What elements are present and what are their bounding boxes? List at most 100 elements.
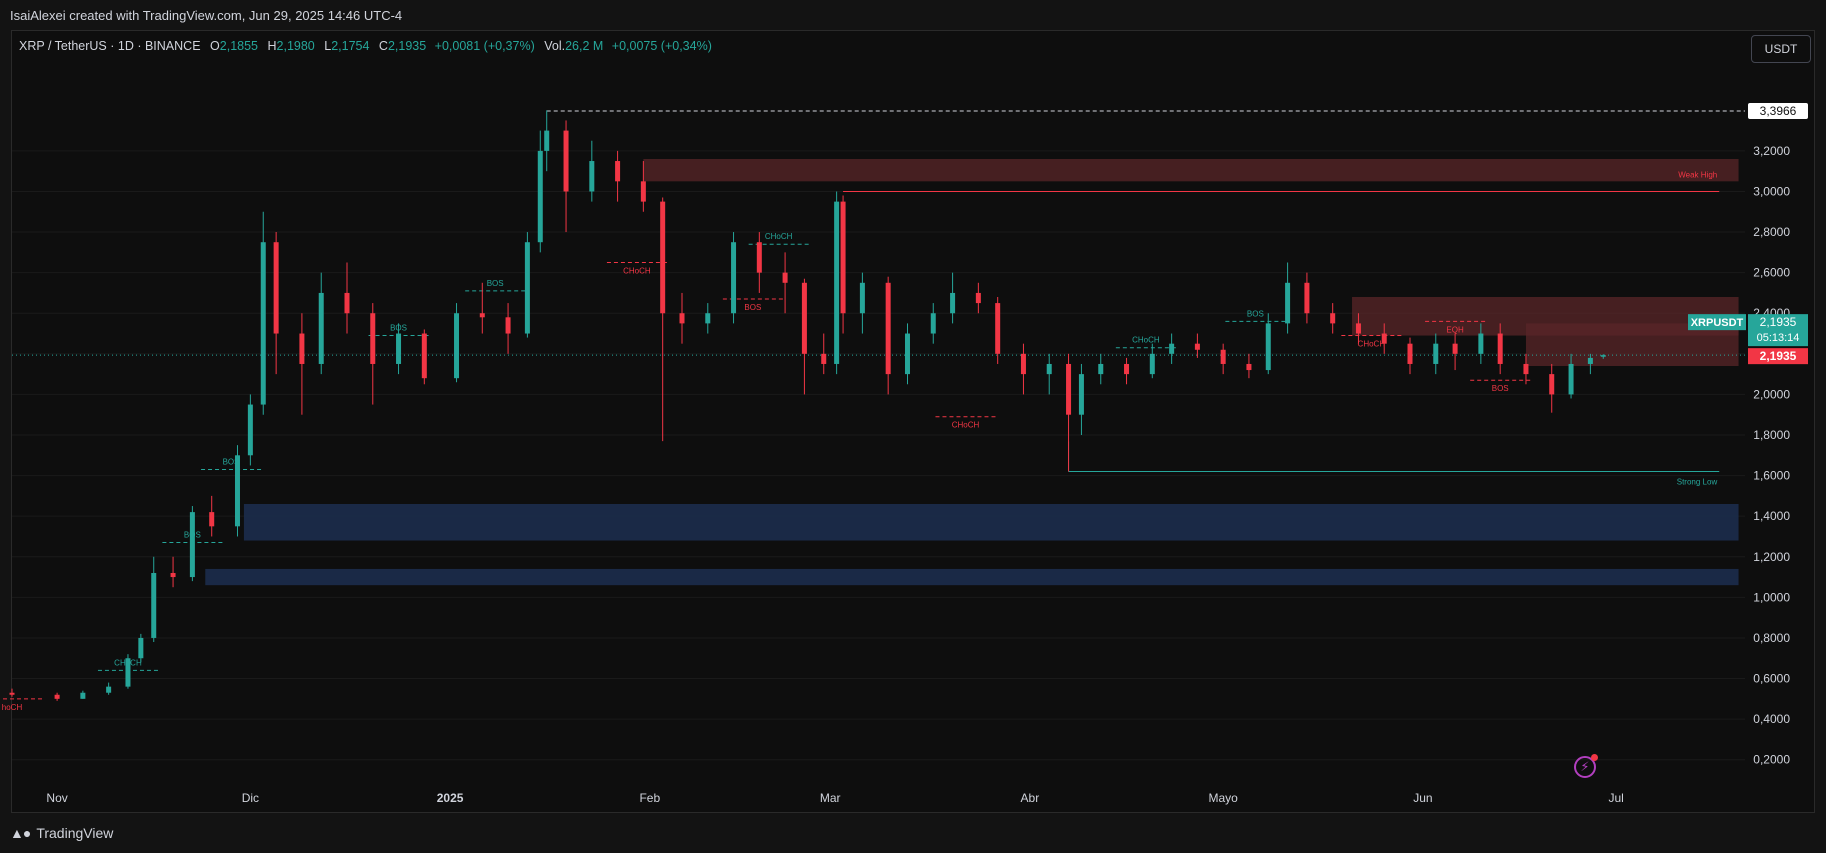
candle <box>679 292 685 344</box>
structure-label: BOS <box>223 458 240 467</box>
structure-label: BOS <box>744 303 761 312</box>
level-label: Weak High <box>1678 170 1717 179</box>
symbol-tag-label: XRPUSDT <box>1691 317 1744 329</box>
y-tick-label: 1,4000 <box>1753 509 1790 523</box>
candle-body <box>615 161 621 182</box>
candle <box>544 110 550 172</box>
candle-body <box>1549 374 1555 395</box>
candle <box>1265 313 1271 375</box>
candle <box>995 297 1001 364</box>
candle <box>1078 363 1084 435</box>
candle-body <box>80 692 86 699</box>
y-tick-label: 2,8000 <box>1753 225 1790 239</box>
candle-body <box>782 272 788 283</box>
lightning-icon[interactable]: ⚡ <box>1574 754 1598 778</box>
candle-body <box>563 130 569 192</box>
candle-body <box>1066 363 1072 415</box>
candle-body <box>834 201 840 364</box>
candle <box>370 303 376 405</box>
candle-body <box>660 201 666 314</box>
candle <box>1523 353 1529 385</box>
candle-body <box>1149 353 1155 375</box>
candle <box>1194 333 1200 358</box>
candle-body <box>1587 357 1593 364</box>
currency-button[interactable]: USDT <box>1751 35 1811 63</box>
candle <box>106 682 112 695</box>
candle-body <box>1330 313 1336 324</box>
level-label: Strong Low <box>1677 478 1718 487</box>
notification-dot <box>1591 754 1598 761</box>
candle <box>1220 343 1226 375</box>
candle <box>1020 343 1026 395</box>
candle-body <box>421 333 427 379</box>
ohlc-legend: XRP / TetherUS · 1D · BINANCE O2,1855 H2… <box>19 39 712 53</box>
candle <box>9 688 15 697</box>
candle-body <box>1220 349 1226 364</box>
candle-body <box>106 686 112 693</box>
structure-label: CHoCH <box>765 232 793 241</box>
candle-body <box>1124 363 1130 375</box>
y-tick-label: 3,2000 <box>1753 144 1790 158</box>
close-price-tag <box>1748 348 1808 365</box>
candle-body <box>1304 282 1310 314</box>
candle <box>834 191 840 375</box>
candle-body <box>1020 353 1026 375</box>
top-bar: IsaiAlexei created with TradingView.com,… <box>0 0 1826 32</box>
candle-body <box>885 282 891 375</box>
candle-body <box>1523 363 1529 375</box>
candle-body <box>679 313 685 324</box>
candle-body <box>1433 343 1439 364</box>
candle-body <box>640 181 646 202</box>
candle-body <box>731 242 737 314</box>
y-tick-label: 3,0000 <box>1753 184 1790 198</box>
candle <box>209 495 215 537</box>
candle <box>344 262 350 334</box>
candle-body <box>138 637 144 659</box>
candle-body <box>1078 374 1084 415</box>
candle <box>505 303 511 354</box>
candle <box>885 276 891 395</box>
candle-body <box>454 313 460 379</box>
change-value: +0,0081 (+0,37%) <box>434 39 535 53</box>
symbol-tag <box>1688 314 1746 331</box>
candle-body <box>370 313 376 364</box>
symbol-label[interactable]: XRP / TetherUS · 1D · BINANCE <box>19 39 201 53</box>
high-price-tag <box>1748 102 1808 119</box>
y-tick-label: 2,0000 <box>1753 387 1790 401</box>
volume-change: +0,0075 (+0,34%) <box>611 39 712 53</box>
candle <box>318 272 324 375</box>
x-tick-label: Jun <box>1413 791 1432 805</box>
structure-label: hoCH <box>2 703 23 712</box>
candle <box>125 654 131 689</box>
candle-body <box>1478 333 1484 354</box>
candle <box>1046 353 1052 395</box>
candle-body <box>479 313 485 318</box>
candle <box>1124 357 1130 385</box>
footer: ▲● TradingView <box>10 825 113 841</box>
candle <box>299 313 305 415</box>
candle <box>640 161 646 212</box>
candle-body <box>930 313 936 334</box>
y-tick-label: 0,6000 <box>1753 672 1790 686</box>
tradingview-logo-icon[interactable]: ▲● <box>10 825 31 841</box>
y-tick-label: 0,2000 <box>1753 753 1790 767</box>
candle <box>273 232 279 375</box>
y-tick-label: 1,8000 <box>1753 428 1790 442</box>
candle <box>1330 303 1336 334</box>
close-label: C <box>378 39 388 53</box>
candle-body <box>1452 343 1458 354</box>
candle <box>840 195 846 334</box>
candle <box>731 232 737 324</box>
y-tick-label: 0,4000 <box>1753 712 1790 726</box>
volume-value: 26,2 M <box>565 39 604 53</box>
candle <box>80 690 86 699</box>
candle-body <box>396 333 402 364</box>
candle <box>1433 333 1439 375</box>
candle-body <box>1098 363 1104 375</box>
low-value: 2,1754 <box>331 39 370 53</box>
candle-body <box>1568 363 1574 395</box>
candle <box>1066 353 1072 472</box>
brand-name[interactable]: TradingView <box>36 825 114 841</box>
demand-zone <box>205 568 1739 586</box>
